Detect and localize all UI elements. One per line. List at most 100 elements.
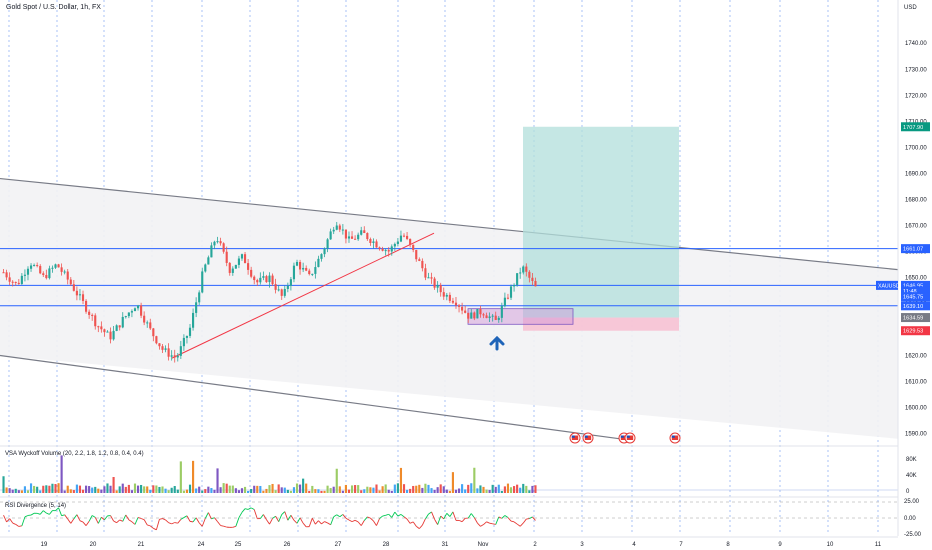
vsa-tick-label: 0 xyxy=(906,489,910,495)
candle-body xyxy=(509,286,513,298)
candle-body xyxy=(155,336,158,344)
volume-bar xyxy=(479,485,482,493)
rsi-segment xyxy=(241,508,246,513)
candle-body xyxy=(94,315,97,327)
price-tick-label: 1700.00 xyxy=(905,145,927,151)
candle-body xyxy=(387,250,390,252)
volume-bar xyxy=(179,461,182,493)
candle-body xyxy=(109,331,112,340)
price-tick-label: 1650.00 xyxy=(905,275,927,281)
rsi-segment xyxy=(480,524,484,527)
candle-body xyxy=(85,300,88,312)
rsi-segment xyxy=(110,515,114,522)
volume-bar xyxy=(216,468,219,493)
volume-bar xyxy=(457,488,461,493)
candle-body xyxy=(500,306,503,318)
rsi-segment xyxy=(131,521,136,525)
rsi-segment xyxy=(452,511,457,521)
volume-bar xyxy=(149,489,152,493)
volume-bar xyxy=(155,485,158,493)
rsi-segment xyxy=(171,522,175,525)
position-target-zone xyxy=(523,126,679,318)
volume-bar xyxy=(375,484,378,493)
rsi-segment xyxy=(113,520,117,524)
candle-body xyxy=(457,305,461,307)
candle-body xyxy=(311,273,314,275)
rsi-segment xyxy=(9,518,14,524)
candle-body xyxy=(372,241,375,243)
volume-bar xyxy=(167,490,170,493)
rsi-segment xyxy=(232,525,237,528)
candle-body xyxy=(240,254,244,259)
rsi-segment xyxy=(61,514,65,517)
candle-body xyxy=(412,244,415,250)
rsi-segment xyxy=(46,512,50,515)
rsi-segment xyxy=(128,519,133,523)
candle-body xyxy=(534,280,537,287)
rsi-segment xyxy=(498,516,503,519)
time-tick-label: 11 xyxy=(875,542,882,548)
rsi-pane[interactable] xyxy=(0,496,898,531)
rsi-segment xyxy=(42,510,47,514)
volume-bar xyxy=(136,485,140,493)
position-stop-zone xyxy=(523,317,679,331)
candlestick-series[interactable] xyxy=(2,221,537,363)
volume-bar xyxy=(525,485,528,493)
volume-bar xyxy=(274,490,277,493)
candle-body xyxy=(338,225,341,230)
volume-bar xyxy=(430,488,433,493)
candle-body xyxy=(121,316,124,328)
candle-body xyxy=(130,311,133,313)
volume-bar xyxy=(341,490,344,493)
rsi-segment xyxy=(354,519,359,523)
rsi-segment xyxy=(272,515,276,519)
rsi-segment xyxy=(529,516,533,520)
volume-bar xyxy=(112,477,115,493)
rsi-segment xyxy=(382,514,386,517)
candle-body xyxy=(192,312,195,328)
us-flag-icon xyxy=(669,432,681,444)
volume-bar xyxy=(488,489,491,493)
rsi-segment xyxy=(293,519,298,524)
volume-bar xyxy=(418,484,421,493)
price-label-text: 1639.10 xyxy=(903,304,923,310)
candle-body xyxy=(136,305,140,309)
price-label-text: 1646.95 xyxy=(903,283,923,289)
candle-body xyxy=(381,248,384,251)
volume-bar xyxy=(451,472,454,493)
rsi-segment xyxy=(379,515,383,519)
rsi-segment xyxy=(204,512,209,519)
candle-body xyxy=(23,274,26,276)
candle-body xyxy=(112,330,115,340)
volume-bar xyxy=(170,487,173,493)
volume-bar xyxy=(402,484,406,493)
rsi-segment xyxy=(177,519,182,524)
candle-body xyxy=(341,229,344,231)
rsi-segment xyxy=(324,521,328,524)
rsi-segment xyxy=(370,517,374,522)
time-tick-label: 21 xyxy=(138,542,145,548)
rsi-segment xyxy=(94,517,99,524)
volume-bar xyxy=(286,489,289,493)
volume-bar xyxy=(295,483,299,493)
time-tick-label: 28 xyxy=(383,542,390,548)
rsi-segment xyxy=(287,515,292,521)
rsi-segment xyxy=(367,516,371,519)
rsi-segment xyxy=(299,517,304,524)
rsi-segment xyxy=(376,518,380,526)
rsi-segment xyxy=(119,519,123,522)
volume-bar xyxy=(8,488,11,493)
candle-body xyxy=(97,326,100,328)
candle-body xyxy=(29,265,33,269)
candle-body xyxy=(488,316,491,319)
volume-bar xyxy=(522,483,525,493)
candle-body xyxy=(308,270,311,275)
volume-bar xyxy=(454,489,458,493)
volume-bar xyxy=(36,486,39,493)
vsa-volume-pane[interactable] xyxy=(0,445,898,493)
flag-stripe xyxy=(626,435,634,440)
rsi-segment xyxy=(501,515,506,519)
candle-body xyxy=(436,285,439,288)
candle-body xyxy=(378,247,381,249)
